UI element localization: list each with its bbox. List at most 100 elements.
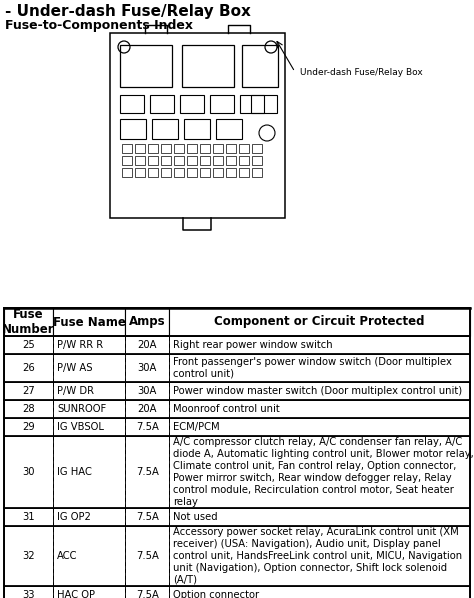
Bar <box>4 354 53 382</box>
Text: Power window master switch (Door multiplex control unit): Power window master switch (Door multipl… <box>173 386 463 396</box>
Text: 31: 31 <box>22 512 35 522</box>
Text: 7.5A: 7.5A <box>136 467 159 477</box>
Bar <box>174 168 184 177</box>
Text: Fuse Name: Fuse Name <box>53 316 126 328</box>
Bar <box>122 144 132 153</box>
Bar <box>4 436 53 508</box>
Text: P/W DR: P/W DR <box>57 386 94 396</box>
Text: Amps: Amps <box>129 316 165 328</box>
Bar <box>169 436 470 508</box>
Text: ECM/PCM: ECM/PCM <box>173 422 220 432</box>
Bar <box>169 400 470 418</box>
Bar <box>152 119 178 139</box>
Text: 27: 27 <box>22 386 35 396</box>
Bar <box>226 156 236 165</box>
Bar <box>125 354 169 382</box>
Bar <box>187 156 197 165</box>
Bar <box>122 156 132 165</box>
Text: 33: 33 <box>22 590 35 598</box>
Bar <box>120 95 144 113</box>
Text: 30: 30 <box>22 467 35 477</box>
Bar <box>184 119 210 139</box>
Bar <box>239 144 249 153</box>
Bar <box>53 382 125 400</box>
Text: 28: 28 <box>22 404 35 414</box>
Bar <box>200 168 210 177</box>
Bar <box>169 382 470 400</box>
Bar <box>125 418 169 436</box>
Text: 7.5A: 7.5A <box>136 422 159 432</box>
Text: P/W AS: P/W AS <box>57 363 92 373</box>
Text: 30A: 30A <box>137 386 157 396</box>
Bar <box>242 45 278 87</box>
Bar <box>135 144 145 153</box>
Bar <box>125 526 169 586</box>
Bar <box>252 168 262 177</box>
Bar <box>213 144 223 153</box>
Text: 7.5A: 7.5A <box>136 590 159 598</box>
Bar <box>169 586 470 598</box>
Text: 25: 25 <box>22 340 35 350</box>
Bar <box>187 168 197 177</box>
Text: Accessory power socket relay, AcuraLink control unit (XM
receiver) (USA: Navigat: Accessory power socket relay, AcuraLink … <box>173 527 463 585</box>
Text: - Under-dash Fuse/Relay Box: - Under-dash Fuse/Relay Box <box>5 4 251 19</box>
Text: IG OP2: IG OP2 <box>57 512 91 522</box>
Bar <box>148 168 158 177</box>
Bar <box>125 508 169 526</box>
Bar <box>53 336 125 354</box>
Text: ACC: ACC <box>57 551 77 561</box>
Bar <box>135 156 145 165</box>
Text: A/C compressor clutch relay, A/C condenser fan relay, A/C
diode A, Automatic lig: A/C compressor clutch relay, A/C condens… <box>173 437 474 507</box>
Bar <box>4 336 53 354</box>
Bar <box>4 418 53 436</box>
Bar <box>4 508 53 526</box>
Text: Option connector: Option connector <box>173 590 260 598</box>
Bar <box>125 308 169 336</box>
Bar <box>169 508 470 526</box>
Bar <box>125 586 169 598</box>
Bar <box>148 144 158 153</box>
Text: Under-dash Fuse/Relay Box: Under-dash Fuse/Relay Box <box>300 68 423 77</box>
Bar <box>120 45 172 87</box>
Bar <box>239 156 249 165</box>
Bar <box>122 168 132 177</box>
Bar <box>169 354 470 382</box>
Bar <box>226 144 236 153</box>
Text: 29: 29 <box>22 422 35 432</box>
Bar <box>110 33 285 218</box>
Bar <box>120 119 146 139</box>
Bar <box>4 526 53 586</box>
Text: 26: 26 <box>22 363 35 373</box>
Bar <box>187 144 197 153</box>
Bar <box>53 418 125 436</box>
Text: Not used: Not used <box>173 512 218 522</box>
Bar <box>53 436 125 508</box>
Bar <box>53 526 125 586</box>
Bar <box>216 119 242 139</box>
Text: Fuse
Number: Fuse Number <box>2 308 55 336</box>
Bar <box>169 308 470 336</box>
Bar <box>125 382 169 400</box>
Text: HAC OP: HAC OP <box>57 590 95 598</box>
Text: 20A: 20A <box>137 404 157 414</box>
Bar <box>148 156 158 165</box>
Text: Fuse-to-Components Index: Fuse-to-Components Index <box>5 19 193 32</box>
Text: Moonroof control unit: Moonroof control unit <box>173 404 280 414</box>
Bar <box>200 144 210 153</box>
Bar <box>161 156 171 165</box>
Text: 20A: 20A <box>137 340 157 350</box>
Bar <box>4 400 53 418</box>
Bar <box>135 168 145 177</box>
Text: IG VBSOL: IG VBSOL <box>57 422 104 432</box>
Bar <box>251 95 277 113</box>
Bar <box>213 168 223 177</box>
Bar <box>4 586 53 598</box>
Bar <box>200 156 210 165</box>
Bar <box>240 95 264 113</box>
Bar <box>161 144 171 153</box>
Bar <box>4 308 470 598</box>
Text: Front passenger's power window switch (Door multiplex
control unit): Front passenger's power window switch (D… <box>173 357 452 379</box>
Text: Component or Circuit Protected: Component or Circuit Protected <box>214 316 425 328</box>
Text: SUNROOF: SUNROOF <box>57 404 106 414</box>
Bar <box>53 508 125 526</box>
